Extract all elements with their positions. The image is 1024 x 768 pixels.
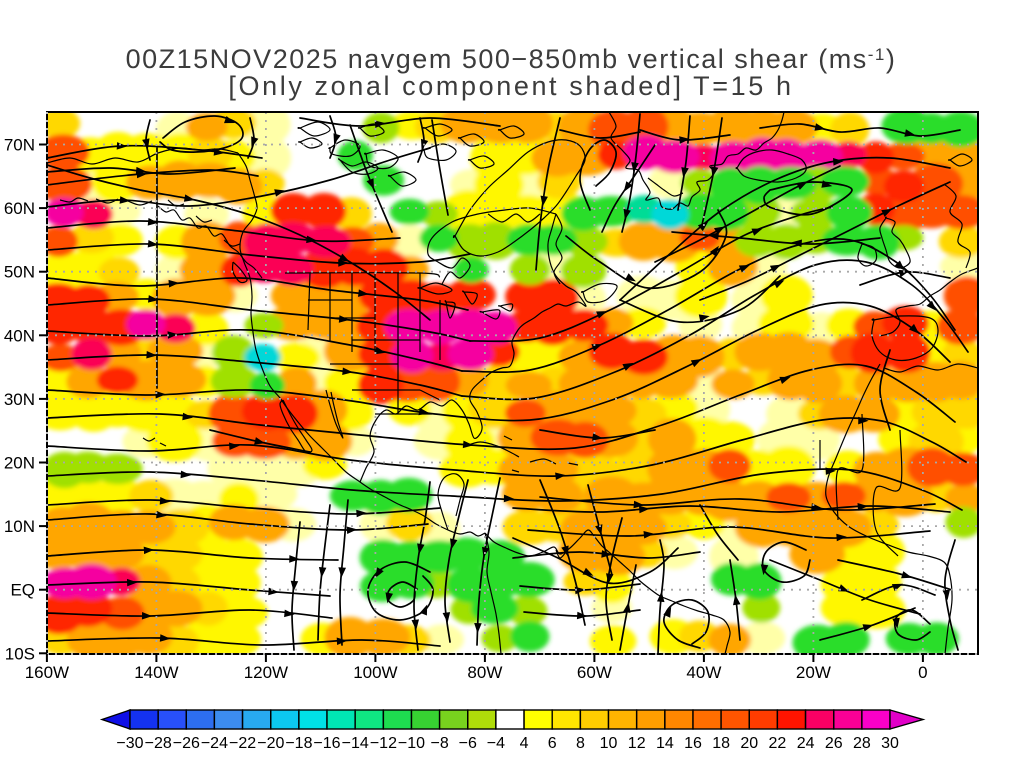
- svg-text:60W: 60W: [577, 663, 612, 682]
- svg-text:8: 8: [576, 735, 585, 752]
- svg-text:−10: −10: [398, 735, 425, 752]
- svg-text:6: 6: [548, 735, 557, 752]
- svg-text:160W: 160W: [25, 663, 69, 682]
- svg-text:16: 16: [684, 735, 702, 752]
- svg-text:−16: −16: [313, 735, 340, 752]
- svg-text:40N: 40N: [4, 326, 35, 345]
- svg-text:60N: 60N: [4, 199, 35, 218]
- svg-text:0: 0: [918, 663, 927, 682]
- svg-text:−20: −20: [257, 735, 284, 752]
- svg-text:−26: −26: [173, 735, 200, 752]
- svg-text:00Z15NOV2025 navgem 500−850mb: 00Z15NOV2025 navgem 500−850mb vertical s…: [126, 44, 897, 74]
- svg-text:−14: −14: [342, 735, 369, 752]
- svg-text:10N: 10N: [4, 517, 35, 536]
- svg-text:−30: −30: [116, 735, 143, 752]
- svg-text:−4: −4: [487, 735, 505, 752]
- svg-text:28: 28: [853, 735, 871, 752]
- svg-text:EQ: EQ: [10, 581, 35, 600]
- svg-text:−12: −12: [370, 735, 397, 752]
- svg-text:−24: −24: [201, 735, 228, 752]
- svg-text:−28: −28: [145, 735, 172, 752]
- svg-text:20: 20: [740, 735, 758, 752]
- svg-text:−18: −18: [285, 735, 312, 752]
- svg-text:26: 26: [825, 735, 843, 752]
- svg-text:20N: 20N: [4, 454, 35, 473]
- svg-text:−22: −22: [229, 735, 256, 752]
- svg-text:14: 14: [656, 735, 674, 752]
- svg-text:4: 4: [520, 735, 529, 752]
- svg-text:30N: 30N: [4, 390, 35, 409]
- svg-text:140W: 140W: [134, 663, 178, 682]
- svg-text:80W: 80W: [467, 663, 502, 682]
- svg-text:[Only zonal component shaded]: [Only zonal component shaded] T=15 h: [228, 71, 793, 101]
- svg-text:22: 22: [769, 735, 787, 752]
- svg-text:24: 24: [797, 735, 815, 752]
- svg-text:70N: 70N: [4, 136, 35, 155]
- svg-text:120W: 120W: [244, 663, 288, 682]
- svg-text:50N: 50N: [4, 263, 35, 282]
- svg-text:30: 30: [881, 735, 899, 752]
- svg-text:−6: −6: [459, 735, 477, 752]
- svg-text:20W: 20W: [796, 663, 831, 682]
- svg-text:40W: 40W: [686, 663, 721, 682]
- svg-text:10: 10: [600, 735, 618, 752]
- svg-text:−8: −8: [430, 735, 448, 752]
- svg-text:10S: 10S: [5, 644, 35, 663]
- svg-text:100W: 100W: [353, 663, 397, 682]
- svg-text:12: 12: [628, 735, 646, 752]
- svg-text:18: 18: [712, 735, 730, 752]
